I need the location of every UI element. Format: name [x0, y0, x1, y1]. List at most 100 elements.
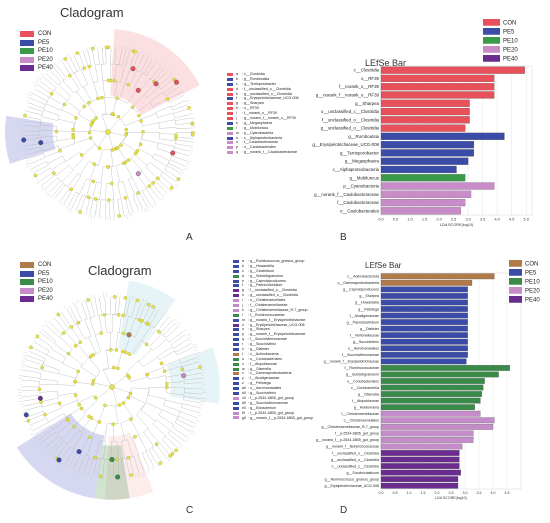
cladogram-c-taxon-key: l — [242, 312, 243, 317]
cladogram-leaf — [25, 162, 30, 165]
cladogram-branch — [105, 183, 113, 201]
cladogram-branch — [30, 97, 46, 111]
cladogram-branch — [46, 325, 60, 338]
cladogram-branch — [80, 302, 88, 321]
cladogram-branch — [53, 90, 68, 102]
cladogram-branch — [61, 60, 72, 76]
lefse-d-legend-swatch — [509, 287, 522, 294]
cladogram-a-taxon-swatch — [227, 151, 233, 155]
cladogram-leaf — [40, 324, 45, 328]
cladogram-node — [165, 97, 170, 101]
cladogram-branch — [57, 382, 76, 386]
cladogram-leaf — [65, 54, 68, 58]
cladogram-branch — [152, 420, 166, 436]
cladogram-branch — [39, 383, 58, 386]
cladogram-branch — [57, 392, 79, 403]
cladogram-branch — [141, 132, 159, 144]
cladogram-leaf — [70, 208, 73, 213]
cladogram-a-taxon-label: : p__Cyanobacteria — [242, 130, 274, 135]
cladogram-branch — [89, 317, 96, 335]
cladogram-c-taxon-key: f0 — [242, 410, 245, 415]
cladogram-branch — [54, 184, 68, 199]
cladogram-leaf — [52, 456, 55, 459]
cladogram-branch — [76, 323, 89, 340]
cladogram-a-taxon-item: m: p__Cyanobacteria — [227, 131, 299, 136]
cladogram-node — [63, 57, 68, 61]
lefse-b-bar — [380, 107, 470, 116]
lefse-d-bar — [380, 371, 499, 378]
cladogram-node — [58, 148, 62, 153]
cladogram-branch — [145, 388, 163, 410]
cladogram-leaf — [189, 432, 194, 436]
cladogram-branch — [156, 142, 173, 154]
cladogram-branch — [71, 174, 82, 190]
cladogram-node — [113, 79, 117, 83]
cladogram-leaf — [200, 403, 204, 405]
cladogram-a-group-legend-swatch — [20, 48, 34, 55]
cladogram-leaf — [24, 417, 28, 419]
cladogram-branch — [136, 55, 144, 71]
lefse-d-bar — [380, 293, 468, 299]
cladogram-a-taxon-swatch — [227, 116, 233, 120]
cladogram-node — [157, 330, 161, 334]
cladogram-branch — [84, 399, 98, 413]
cladogram-c-taxon-label: : f__Succinivibrionaceae — [248, 337, 287, 342]
cladogram-node — [89, 354, 93, 359]
cladogram-leaf — [83, 299, 85, 302]
cladogram-node — [133, 50, 137, 54]
cladogram-leaf — [128, 475, 131, 481]
cladogram-branch — [99, 297, 103, 316]
cladogram-a-taxon-key: e — [236, 91, 238, 96]
cladogram-c-taxon-label: : g__norank_f__p-2534-18B5_gut_group — [248, 415, 313, 420]
cladogram-a-taxon-key: l — [236, 125, 237, 130]
cladogram-node — [121, 331, 126, 336]
cladogram-branch — [158, 78, 174, 90]
cladogram-leaf — [199, 409, 202, 411]
cladogram-node — [104, 45, 109, 50]
cladogram-node — [102, 313, 107, 317]
cladogram-branch — [117, 315, 122, 333]
cladogram-node — [56, 312, 61, 317]
cladogram-c-taxon-label: : g__Dialister — [248, 347, 269, 352]
cladogram-a-group-legend-item: PE20 — [20, 56, 53, 65]
cladogram-leaf — [191, 117, 196, 119]
cladogram-branch — [59, 143, 76, 150]
biomarker-node — [181, 373, 187, 379]
cladogram-branch — [175, 127, 193, 129]
cladogram-branch — [124, 439, 133, 457]
cladogram-node — [170, 452, 175, 456]
cladogram-leaf — [52, 197, 55, 199]
cladogram-leaf — [93, 44, 95, 49]
lefse-d-bar — [380, 450, 460, 456]
cladogram-node — [145, 372, 149, 377]
cladogram-node — [174, 136, 178, 140]
cladogram-node — [117, 403, 122, 407]
cladogram-node — [141, 129, 145, 134]
biomarker-node — [115, 474, 121, 480]
cladogram-c-taxon-key: i — [242, 298, 243, 303]
cladogram-branch — [89, 299, 95, 319]
cladogram-leaf — [33, 337, 36, 339]
clade-highlight — [110, 29, 200, 116]
cladogram-node — [168, 454, 172, 458]
cladogram-branch — [74, 304, 83, 324]
cladogram-a-taxon-item: g: g__Sharpea — [227, 101, 299, 106]
cladogram-c-taxon-swatch — [233, 269, 239, 273]
lefse-d-category-label: f__Succinivibrionaceae — [342, 353, 379, 357]
lefse-b-bar — [380, 66, 525, 74]
cladogram-branch — [162, 86, 180, 96]
cladogram-leaf — [189, 110, 193, 112]
cladogram-c-taxon-swatch — [233, 347, 239, 351]
cladogram-branch — [154, 419, 171, 431]
cladogram-branch — [161, 326, 179, 339]
lefse-d-category-label: g__Howardella — [355, 301, 379, 305]
cladogram-c-taxon-item: e0: g__Eubacterium — [233, 406, 313, 411]
cladogram-leaf — [128, 213, 130, 217]
cladogram-branch — [59, 336, 73, 355]
cladogram-title-a: Cladogram — [60, 5, 124, 20]
cladogram-branch — [36, 167, 52, 177]
cladogram-node — [86, 195, 91, 200]
cladogram-c-taxon-item: v: f__Atopobiaceae — [233, 362, 313, 367]
cladogram-a-group-legend-item: CON — [20, 30, 53, 39]
cladogram-c-taxon-label: : g__Succinivibrio — [248, 342, 277, 347]
